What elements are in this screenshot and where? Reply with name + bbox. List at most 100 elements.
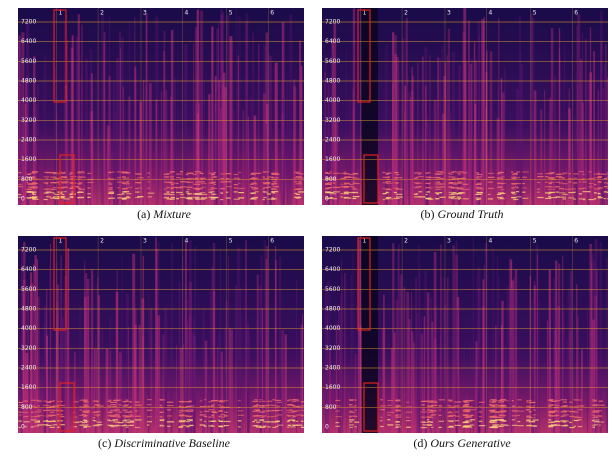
harmonic: [225, 173, 232, 175]
harmonic: [122, 425, 128, 427]
harmonic: [511, 173, 518, 176]
harmonic: [118, 425, 125, 427]
harmonic: [220, 181, 227, 183]
harmonic: [395, 410, 402, 412]
harmonic: [147, 399, 152, 401]
marker-label: 1: [59, 10, 63, 17]
harmonic: [272, 421, 278, 423]
harmonic: [208, 420, 216, 422]
harmonic: [462, 183, 468, 185]
texture: [581, 102, 584, 205]
harmonic: [266, 410, 273, 412]
texture: [394, 54, 398, 205]
harmonic: [223, 420, 231, 423]
harmonic: [577, 405, 585, 407]
harmonic: [52, 400, 55, 402]
texture: [49, 268, 51, 433]
harmonic: [287, 415, 292, 417]
texture: [558, 28, 561, 205]
harmonic: [491, 411, 498, 413]
harmonic: [335, 399, 341, 402]
harmonic: [271, 173, 274, 175]
texture: [439, 334, 442, 433]
harmonic: [352, 178, 360, 180]
harmonic: [430, 414, 437, 416]
texture: [496, 118, 500, 205]
harmonic: [545, 173, 552, 175]
harmonic: [456, 196, 461, 198]
texture: [410, 97, 411, 205]
harmonic: [528, 411, 532, 413]
harmonic: [422, 404, 425, 406]
texture: [544, 90, 546, 205]
harmonic: [448, 420, 454, 423]
harmonic: [558, 177, 565, 179]
harmonic: [166, 425, 171, 427]
marker-label: 3: [447, 10, 451, 17]
harmonic: [129, 410, 133, 412]
harmonic: [490, 406, 495, 408]
texture: [36, 84, 40, 205]
texture: [553, 278, 556, 433]
harmonic: [354, 405, 357, 407]
texture: [484, 60, 487, 205]
harmonic: [558, 173, 565, 175]
harmonic: [199, 406, 206, 408]
harmonic: [500, 416, 503, 418]
y-tick-label: 2400: [21, 365, 36, 372]
texture: [35, 103, 37, 205]
texture: [593, 260, 595, 433]
texture: [433, 339, 437, 433]
texture: [417, 62, 419, 205]
harmonic: [598, 415, 603, 417]
harmonic: [116, 176, 122, 179]
texture: [87, 296, 89, 433]
harmonic: [213, 187, 218, 190]
harmonic: [430, 400, 437, 402]
harmonic: [457, 171, 464, 173]
harmonic: [477, 176, 482, 178]
harmonic: [192, 196, 199, 198]
harmonic: [200, 183, 207, 185]
texture: [191, 332, 195, 433]
harmonic: [558, 192, 566, 194]
harmonic: [134, 404, 142, 406]
harmonic: [271, 191, 275, 194]
harmonic: [166, 172, 171, 174]
harmonic: [526, 420, 531, 422]
texture: [426, 292, 430, 433]
harmonic: [178, 426, 184, 428]
texture: [558, 107, 560, 205]
harmonic: [573, 399, 578, 401]
y-tick-label: 0: [325, 424, 329, 431]
marker-label: 5: [229, 238, 233, 245]
harmonic: [348, 197, 352, 199]
harmonic: [57, 420, 61, 422]
harmonic: [266, 404, 273, 406]
harmonic: [237, 410, 243, 412]
harmonic: [199, 198, 206, 200]
harmonic: [603, 178, 608, 180]
harmonic: [387, 198, 394, 200]
texture: [185, 241, 187, 433]
harmonic: [185, 186, 189, 188]
texture: [293, 86, 296, 205]
harmonic: [477, 198, 482, 200]
texture: [352, 30, 354, 205]
texture: [268, 348, 271, 433]
harmonic: [108, 420, 111, 422]
harmonic: [420, 411, 427, 413]
harmonic: [568, 178, 572, 180]
texture: [383, 294, 385, 433]
texture: [446, 55, 448, 205]
harmonic: [169, 193, 175, 196]
harmonic: [250, 192, 254, 195]
harmonic: [251, 196, 259, 199]
texture: [170, 242, 173, 433]
harmonic: [223, 415, 229, 417]
texture: [184, 44, 188, 205]
texture: [555, 123, 559, 205]
harmonic: [497, 182, 501, 184]
harmonic: [380, 425, 384, 428]
harmonic: [147, 172, 151, 174]
